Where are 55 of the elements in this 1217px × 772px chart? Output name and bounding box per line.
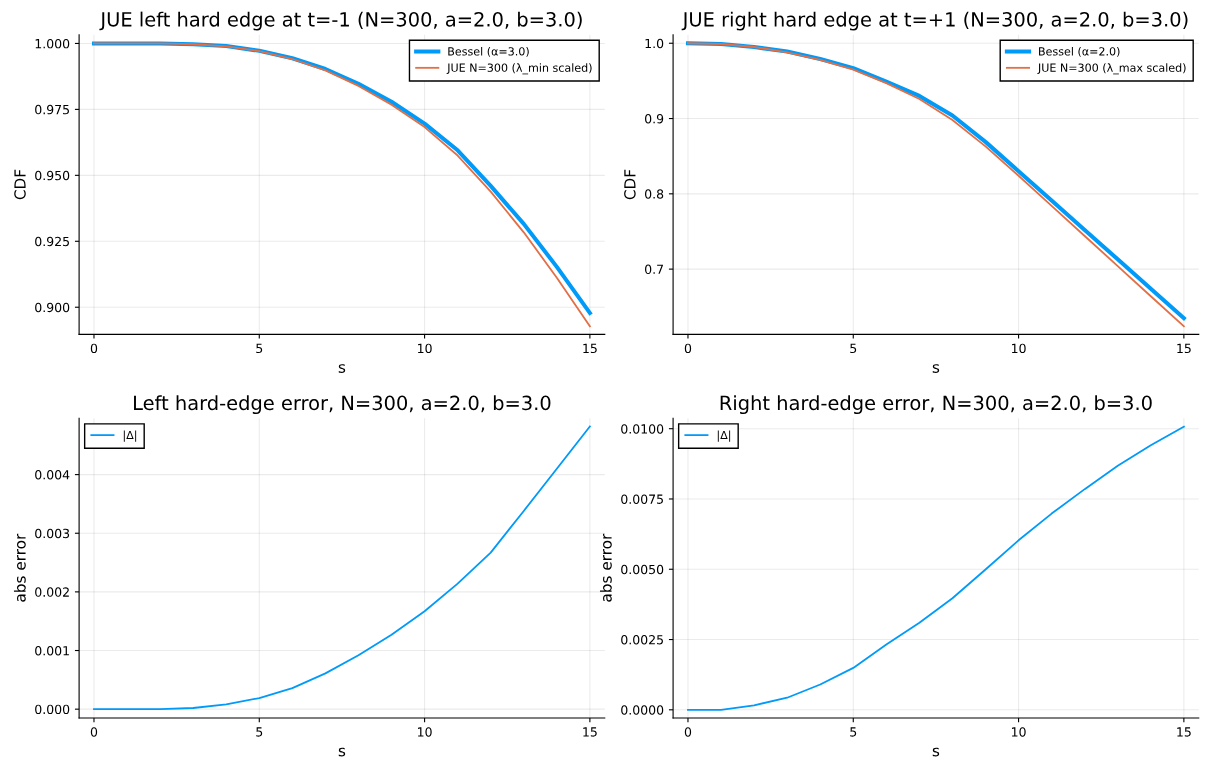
x-tick-label: 15 (583, 727, 597, 737)
y-axis-title: CDF (14, 169, 26, 200)
y-tick-label: 0.0025 (621, 635, 663, 645)
y-tick-label: 0.8 (645, 189, 664, 199)
y-tick-label: 1.0 (645, 38, 664, 49)
x-tick-label: 5 (256, 727, 263, 737)
x-tick-label: 15 (1177, 727, 1191, 737)
x-tick-label: 10 (418, 343, 432, 354)
x-tick-label: 5 (850, 343, 857, 354)
y-tick-label: 1.000 (35, 38, 70, 49)
x-tick-label: 15 (583, 343, 597, 354)
x-tick-label: 0 (684, 343, 692, 354)
chart-title: JUE right hard edge at t=+1 (N=300, a=2.0, b=3.0) (681, 11, 1188, 31)
legend-label: |Δ| (123, 430, 137, 442)
y-tick-label: 0.002 (35, 587, 69, 597)
y-axis-title: abs error (13, 533, 26, 602)
y-tick-label: 0.900 (35, 302, 70, 313)
legend-label: |Δ| (717, 430, 731, 442)
y-tick-label: 0.925 (35, 236, 69, 247)
x-axis-title: s (338, 364, 346, 373)
y-tick-label: 0.0000 (621, 705, 664, 715)
x-tick-label: 5 (850, 727, 857, 737)
legend-label: Bessel (α=3.0) (448, 46, 529, 57)
x-tick-label: 0 (90, 343, 98, 354)
legend-label: JUE N=300 (λ_min scaled) (446, 63, 592, 75)
legend-label: JUE N=300 (λ_max scaled) (1037, 63, 1186, 75)
y-tick-label: 0.001 (35, 645, 69, 656)
x-tick-label: 0 (90, 727, 98, 737)
y-axis-title: abs error (599, 533, 612, 602)
chart-title: Left hard-edge error, N=300, a=2.0, b=3.0 (134, 395, 551, 415)
y-tick-label: 0.004 (35, 470, 70, 480)
x-axis-title: s (932, 364, 940, 373)
y-axis-title: CDF (624, 169, 636, 200)
y-tick-label: 0.000 (35, 704, 70, 715)
y-tick-label: 0.9 (645, 114, 664, 124)
y-tick-label: 0.0100 (621, 424, 664, 434)
y-tick-label: 0.950 (35, 170, 70, 181)
x-tick-label: 10 (1011, 727, 1026, 737)
x-axis-title: s (338, 747, 346, 757)
y-tick-label: 0.975 (35, 104, 69, 115)
line-series (687, 425, 1185, 711)
y-tick-label: 0.0075 (621, 494, 663, 504)
y-tick-label: 0.0050 (621, 564, 664, 575)
chart-title: JUE left hard edge at t=-1 (N=300, a=2.0, b=3.0) (99, 11, 582, 31)
x-tick-label: 10 (418, 727, 432, 737)
chart-title: Right hard-edge error, N=300, a=2.0, b=3.0 (720, 395, 1152, 415)
x-tick-label: 5 (256, 343, 263, 354)
x-tick-label: 10 (1011, 343, 1026, 354)
x-tick-label: 0 (684, 727, 692, 737)
y-tick-label: 0.003 (35, 528, 70, 539)
legend-label: Bessel (α=2.0) (1039, 46, 1120, 57)
x-tick-label: 15 (1177, 343, 1191, 354)
y-tick-label: 0.7 (645, 264, 663, 275)
line-series (93, 425, 591, 711)
x-axis-title: s (932, 747, 940, 757)
